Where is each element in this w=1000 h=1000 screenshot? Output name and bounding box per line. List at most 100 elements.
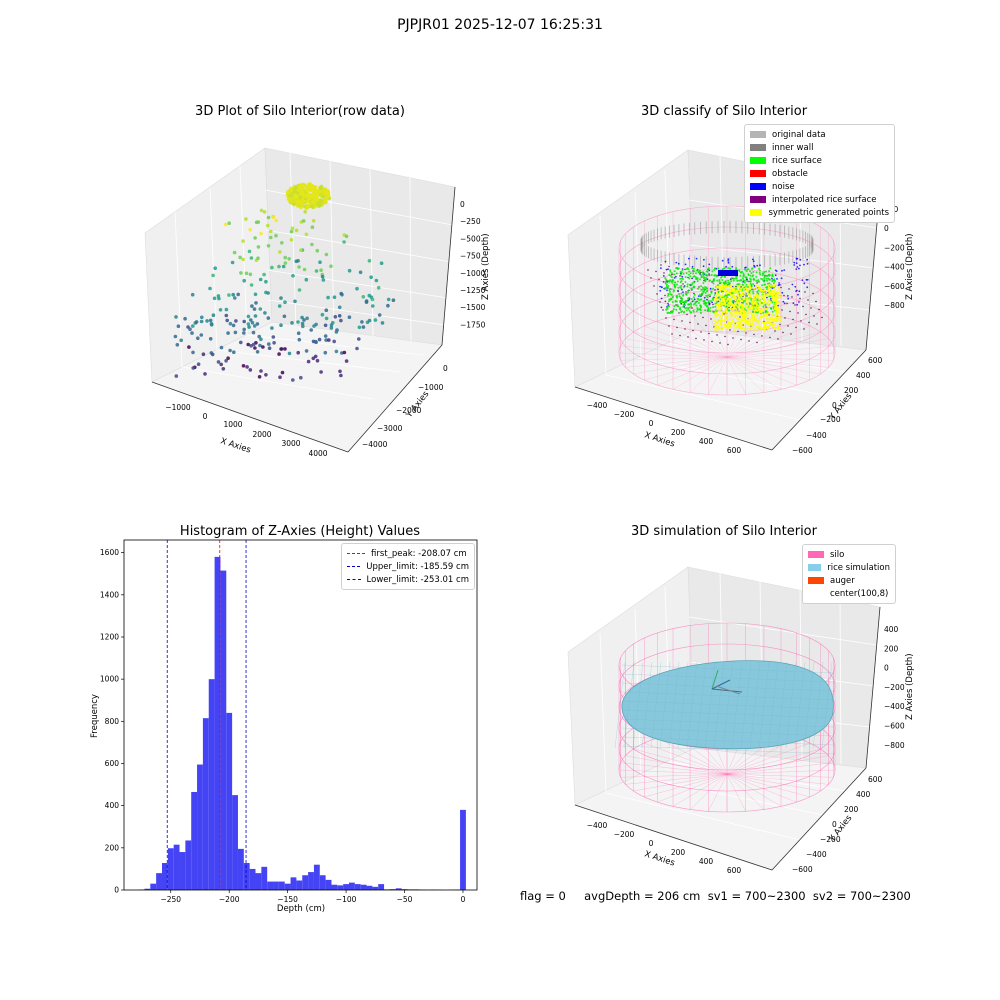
y-tick-label: 200 [105, 843, 120, 852]
legend-entry: auger [808, 574, 890, 587]
histogram-bar [296, 880, 303, 890]
x-tick-label: 1000 [223, 420, 242, 429]
y-tick-label: 0 [114, 886, 119, 895]
z-tick-label: −1000 [460, 269, 486, 278]
histogram-bar [156, 873, 162, 890]
legend-swatch [750, 157, 766, 164]
figure-title: PJPJR01 2025-12-07 16:25:31 [397, 17, 603, 33]
histogram-bar [325, 879, 332, 890]
x-tick-label: −200 [614, 830, 635, 839]
legend-swatch [808, 551, 824, 558]
legend-entry: first_peak: -208.07 cm [347, 547, 469, 560]
x-tick-label: 600 [727, 866, 742, 875]
x-tick-label: 200 [671, 848, 686, 857]
z-tick-label: −200 [884, 243, 905, 252]
x-tick-label: 0 [649, 839, 654, 848]
plot4-title: 3D simulation of Silo Interior [631, 524, 817, 539]
legend-swatch [750, 209, 763, 216]
y-tick-label: 600 [105, 759, 120, 768]
x-tick-label: −100 [336, 895, 357, 904]
x-tick-label: −250 [160, 895, 181, 904]
y-tick-label: 0 [832, 820, 837, 829]
z-tick-label: −1250 [460, 286, 486, 295]
y-tick-label: 600 [868, 775, 883, 784]
legend-label: center(100,8) [830, 588, 889, 599]
histogram-bar [366, 885, 373, 890]
histogram-bar [226, 712, 233, 890]
histogram-bar [197, 764, 203, 890]
legend-swatch [750, 170, 766, 177]
y-tick-label: 200 [844, 386, 859, 395]
legend-label: silo [830, 549, 845, 560]
histogram-bar [243, 863, 250, 890]
plot1-x-label: X Axies [219, 436, 252, 455]
histogram-bar [349, 882, 355, 890]
z-tick-label: 0 [884, 664, 889, 673]
y-tick-label: −200 [820, 415, 841, 424]
z-tick-label: −200 [884, 683, 905, 692]
y-tick-label: 600 [868, 356, 883, 365]
x-tick-label: 400 [699, 857, 714, 866]
y-tick-label: 1400 [100, 590, 119, 599]
histogram-bar [308, 872, 314, 890]
plot1-y-label: Y Axies [404, 389, 432, 421]
plot3-y-label: Frequency [90, 694, 100, 738]
histogram-bar [237, 848, 244, 890]
legend-entry: noise [750, 180, 889, 193]
plot2-z-label: Z Axies (Depth) [905, 233, 915, 300]
legend-label: noise [772, 181, 795, 192]
x-tick-label: 200 [671, 428, 686, 437]
legend-entry: silo [808, 548, 890, 561]
y-tick-label: −600 [792, 446, 813, 455]
legend-label: inner wall [772, 142, 814, 153]
z-tick-label: −1750 [460, 320, 486, 329]
legend-entry: interpolated rice surface [750, 193, 889, 206]
histogram-bar [144, 888, 151, 890]
legend-swatch [750, 183, 766, 190]
legend-swatch [808, 564, 822, 571]
legend-entry: Lower_limit: -253.01 cm [347, 573, 469, 586]
plot1-tick-labels: −1000 0 1000 2000 3000 4000 0 −1000 −2000 −3000 −4… [165, 200, 485, 458]
legend-swatch [750, 144, 766, 151]
histogram-bar [372, 886, 379, 890]
legend-swatch [347, 579, 361, 580]
x-tick-label: −400 [587, 821, 608, 830]
plot4-auger [711, 669, 743, 695]
histogram-bar [167, 848, 174, 890]
legend-label: Lower_limit: -253.01 cm [366, 574, 469, 585]
histogram-bar [343, 884, 349, 890]
histogram-bar [255, 873, 262, 890]
legend-label: rice simulation [827, 562, 890, 573]
legend-label: original data [772, 129, 826, 140]
y-tick-label: 1000 [100, 675, 119, 684]
y-tick-label: −1000 [418, 383, 444, 392]
plot2-title: 3D classify of Silo Interior [640, 104, 808, 119]
y-tick-label: 1200 [100, 632, 119, 641]
plot3-frame [123, 539, 478, 891]
x-tick-label: 0 [203, 412, 208, 421]
histogram-bar [378, 884, 385, 890]
plot4-rice-surface [614, 660, 835, 755]
x-tick-label: 600 [727, 446, 742, 455]
x-tick-label: 0 [461, 895, 466, 904]
histogram-bar [331, 884, 338, 890]
y-tick-label: 1600 [100, 548, 119, 557]
legend-swatch [750, 131, 766, 138]
legend-label: rice surface [772, 155, 822, 166]
legend-swatch [347, 566, 361, 567]
histogram-bar [150, 883, 157, 890]
histogram-bar [389, 889, 396, 890]
y-tick-label: −2000 [396, 406, 422, 415]
y-tick-label: 0 [832, 401, 837, 410]
histogram-bar [313, 864, 320, 890]
z-tick-label: −400 [884, 263, 905, 272]
histogram-bar [249, 868, 256, 890]
plot2-points [640, 221, 823, 346]
z-tick-label: 400 [884, 625, 899, 634]
plot1-z-label: Z Axies (Depth) [481, 233, 491, 300]
z-tick-label: −250 [460, 217, 481, 226]
legend-entry: inner wall [750, 141, 889, 154]
plot1-points [173, 182, 396, 382]
plot1-title: 3D Plot of Silo Interior(row data) [195, 104, 405, 119]
